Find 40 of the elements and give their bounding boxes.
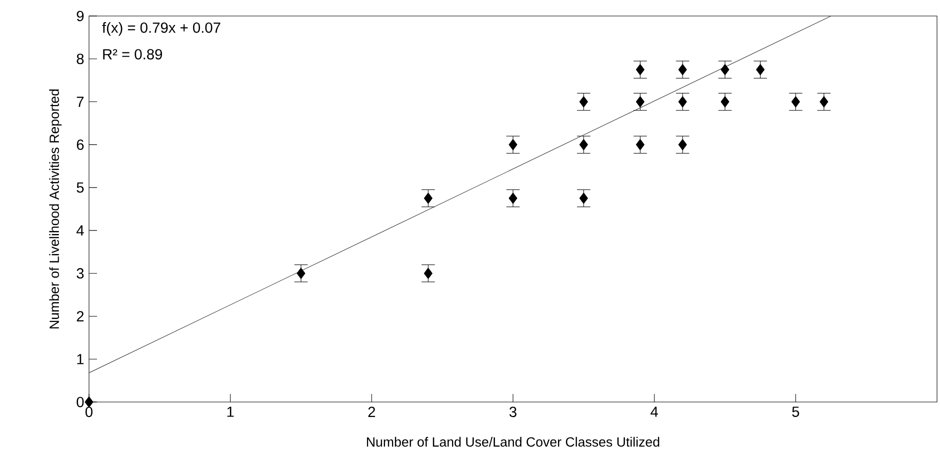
y-tick-label: 2 bbox=[76, 311, 84, 322]
point bbox=[579, 96, 588, 108]
point bbox=[424, 268, 432, 279]
point bbox=[636, 64, 644, 76]
y-tick-label: 7 bbox=[76, 96, 84, 107]
point bbox=[820, 96, 828, 108]
point bbox=[84, 396, 94, 408]
point bbox=[636, 139, 644, 150]
point bbox=[424, 192, 432, 204]
point bbox=[508, 192, 518, 204]
point bbox=[296, 268, 306, 279]
point bbox=[678, 64, 687, 76]
x-tick-label: 3 bbox=[509, 406, 516, 418]
x-tick-label: 1 bbox=[227, 406, 234, 417]
y-tick-label: 8 bbox=[76, 54, 84, 64]
x-tick-label: 4 bbox=[650, 406, 658, 417]
y-axis-title: Number of Livelihood Activities Reported bbox=[49, 89, 62, 328]
y-tick-label: 5 bbox=[76, 182, 84, 193]
annotation: f(x) = 0.79x + 0.07 bbox=[102, 22, 220, 36]
y-tick-label: 1 bbox=[77, 354, 84, 364]
y-tick-label: 4 bbox=[76, 225, 84, 236]
point bbox=[720, 96, 730, 108]
y-tick-label: 3 bbox=[76, 268, 84, 279]
annotation: R² = 0.89 bbox=[103, 49, 162, 60]
x-axis-title: Number of Land Use/Land Cover Classes Utilized bbox=[366, 436, 660, 447]
point bbox=[720, 64, 730, 76]
x-tick-label: 2 bbox=[368, 406, 376, 417]
point bbox=[756, 64, 765, 76]
x-tick-label: 5 bbox=[792, 406, 800, 417]
point bbox=[636, 96, 644, 108]
point bbox=[791, 96, 800, 108]
y-tick-label: 9 bbox=[76, 10, 84, 22]
point bbox=[678, 96, 687, 108]
point bbox=[508, 139, 518, 150]
point bbox=[678, 139, 687, 150]
y-tick-label: 0 bbox=[76, 396, 84, 408]
point bbox=[579, 139, 588, 150]
point bbox=[579, 192, 588, 204]
y-tick-label: 6 bbox=[76, 140, 84, 150]
x-tick-label: 0 bbox=[85, 406, 92, 418]
